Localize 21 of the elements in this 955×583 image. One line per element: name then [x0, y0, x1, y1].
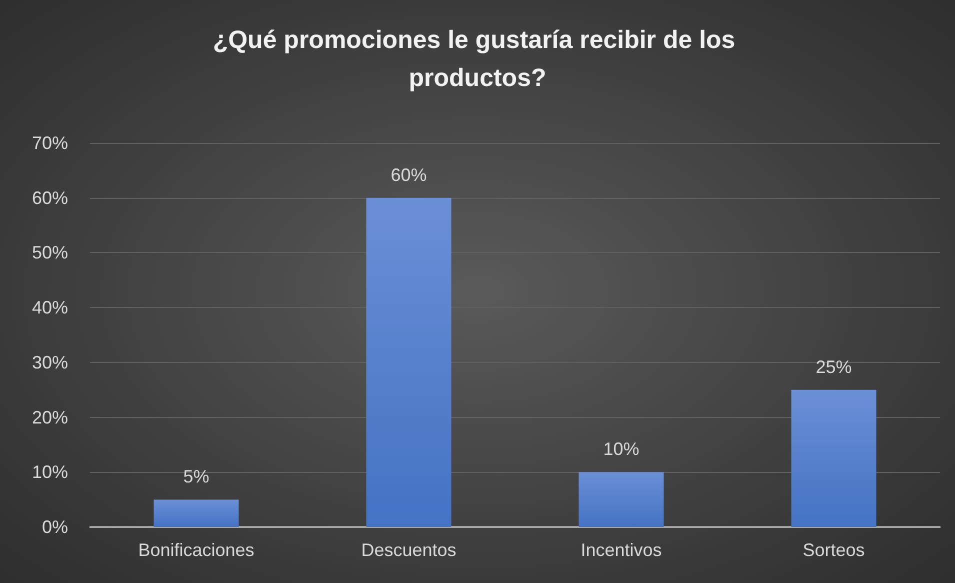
x-tick-label: Sorteos	[802, 540, 865, 560]
chart-title: ¿Qué promociones le gustaría recibir de los productos?	[212, 26, 742, 92]
bar	[154, 500, 239, 527]
x-tick-label: Incentivos	[580, 540, 662, 560]
y-tick-label: 0%	[42, 517, 68, 537]
y-tick-label: 60%	[32, 188, 68, 208]
bar	[791, 390, 876, 527]
y-tick-label: 50%	[32, 242, 68, 263]
y-tick-label: 40%	[32, 298, 68, 318]
x-tick-label: Descuentos	[361, 540, 456, 560]
y-tick-label: 30%	[32, 352, 68, 372]
data-label: 5%	[183, 466, 210, 487]
data-label: 25%	[816, 356, 852, 377]
y-tick-label: 10%	[32, 462, 68, 482]
data-label: 10%	[603, 439, 640, 460]
bar	[366, 198, 452, 527]
x-tick-label: Bonificaciones	[138, 540, 254, 560]
data-label: 60%	[390, 164, 427, 185]
bar	[578, 472, 664, 527]
y-tick-label: 70%	[32, 133, 68, 153]
y-tick-label: 20%	[32, 407, 68, 428]
